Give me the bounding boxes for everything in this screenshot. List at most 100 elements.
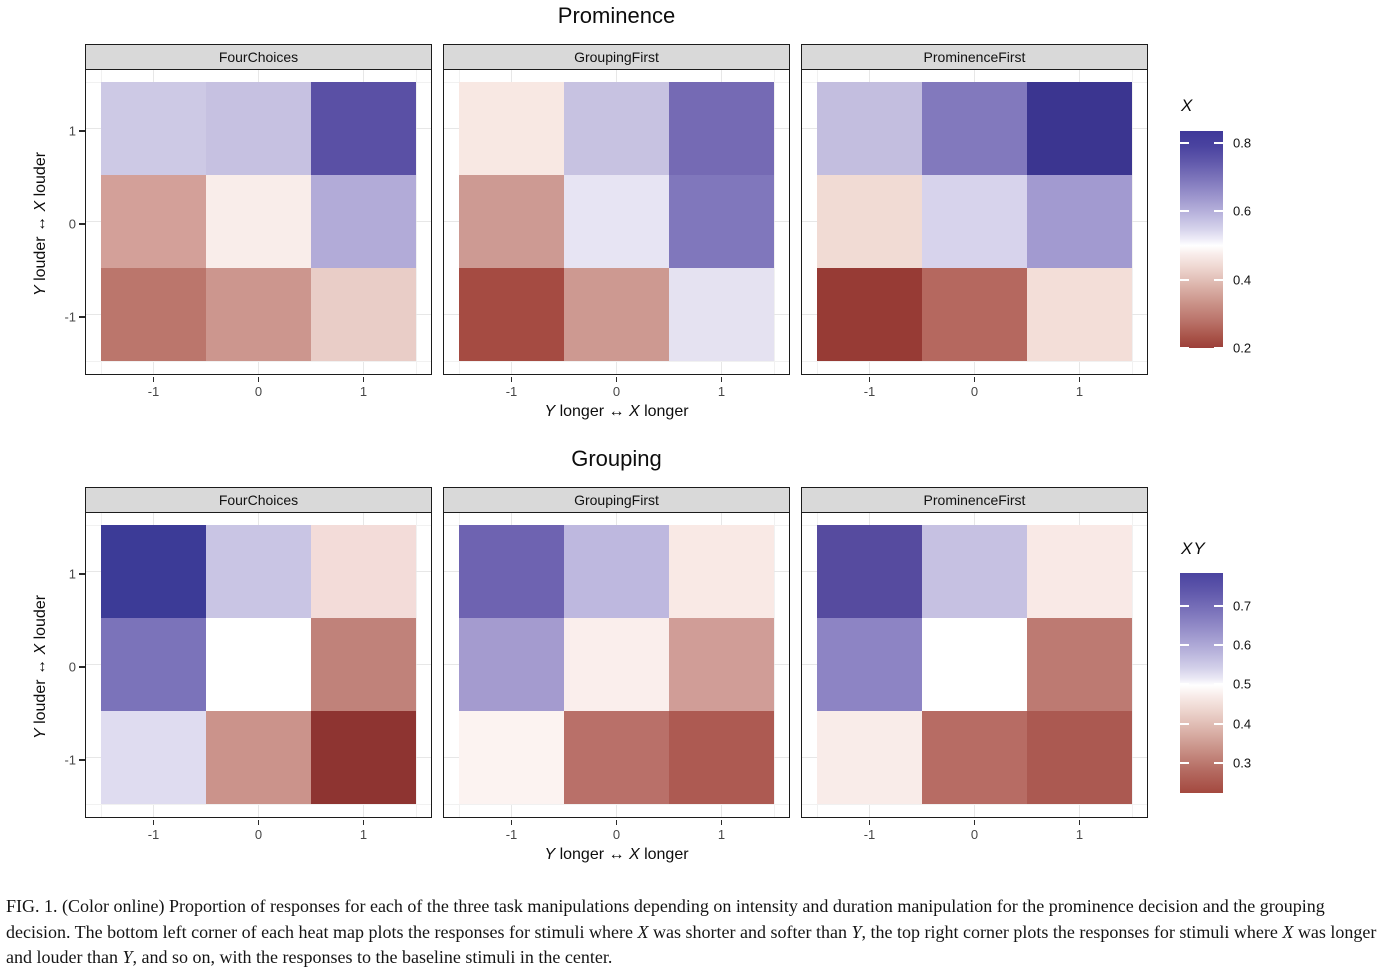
- heatmap-cell-FourChoices-x-1-y1: [100, 524, 206, 618]
- axis-label-text: [32, 212, 49, 216]
- legend-tick-label: 0.4: [1233, 272, 1252, 288]
- axis-label-text: louder: [32, 594, 49, 644]
- heatmap-cell-ProminenceFirst-x-1-y-1: [816, 710, 922, 804]
- heatmap-cell-GroupingFirst-x-1-y0: [458, 617, 564, 711]
- heatmap-cell-ProminenceFirst-x-1-y1: [816, 524, 922, 618]
- gridline-minor: [802, 360, 1147, 362]
- panel-prominencefirst: ProminenceFirst: [801, 487, 1148, 818]
- heatmap-cell-FourChoices-x-1-y-1: [100, 710, 206, 804]
- heatmap-cell-FourChoices-x0-y1: [205, 81, 311, 175]
- heatmap-cell-FourChoices-x1-y-1: [310, 267, 416, 361]
- heatmap-cell-GroupingFirst-x1-y0: [668, 174, 774, 268]
- x-tick-label: 0: [612, 827, 621, 842]
- x-tick-label: 1: [717, 827, 726, 842]
- heatmap-plot: [443, 511, 790, 818]
- facet-strip-label: ProminenceFirst: [923, 492, 1026, 508]
- axis-label-text: louder: [32, 151, 49, 201]
- x-tick-mark: [152, 820, 155, 825]
- legend-tick-mark: [1180, 604, 1189, 607]
- heatmap-cell-FourChoices-x-1-y0: [100, 617, 206, 711]
- legend-tick-mark: [1180, 762, 1189, 765]
- legend-tick-mark: [1214, 644, 1223, 647]
- x-tick-label: 0: [254, 827, 263, 842]
- y-tick-mark: [79, 759, 85, 761]
- panel-fourchoices: FourChoices: [85, 487, 432, 818]
- heatmap-cell-ProminenceFirst-x0-y1: [921, 524, 1027, 618]
- x-tick-mark: [362, 820, 365, 825]
- x-tick-mark: [1078, 820, 1081, 825]
- facet-strip-fourchoices: FourChoices: [85, 487, 432, 513]
- x-tick-label: 1: [1075, 384, 1084, 399]
- legend-tick-label: 0.4: [1233, 716, 1252, 732]
- gridline-minor: [86, 803, 431, 805]
- x-axis-label: Y longer ↔ X longer: [85, 846, 1148, 864]
- x-tick-mark: [615, 820, 618, 825]
- y-tick-label: -1: [64, 752, 76, 768]
- heatmap-cell-ProminenceFirst-x1-y0: [1026, 617, 1132, 711]
- heatmap-cell-GroupingFirst-x1-y-1: [668, 710, 774, 804]
- gridline-minor: [802, 803, 1147, 805]
- x-tick-label: 0: [254, 384, 263, 399]
- heatmap-cell-GroupingFirst-x0-y-1: [563, 710, 669, 804]
- heatmap-cell-FourChoices-x1-y-1: [310, 710, 416, 804]
- legend-tick-mark: [1214, 141, 1223, 144]
- x-axis-label: Y longer ↔ X longer: [85, 403, 1148, 421]
- caption-text: , and so on, with the responses to the b…: [132, 947, 613, 967]
- x-tick-mark: [152, 377, 155, 382]
- heatmap-plot: [801, 511, 1148, 818]
- legend-tick-mark: [1214, 278, 1223, 281]
- heatmap-cell-GroupingFirst-x1-y1: [668, 524, 774, 618]
- x-tick-label: -1: [505, 827, 518, 842]
- heatmap-cell-GroupingFirst-x0-y1: [563, 81, 669, 175]
- x-tick-label: 1: [717, 384, 726, 399]
- heatmap-cell-FourChoices-x1-y0: [310, 617, 416, 711]
- x-tick-mark: [257, 377, 260, 382]
- legend-tick-mark: [1180, 347, 1189, 349]
- figure-title-prominence: Prominence: [557, 3, 676, 28]
- heatmap-cell-GroupingFirst-x-1-y-1: [458, 710, 564, 804]
- x-tick-label: 0: [970, 827, 979, 842]
- x-tick-label: 1: [359, 827, 368, 842]
- y-tick-label: 1: [68, 123, 76, 139]
- facet-strip-label: GroupingFirst: [574, 49, 659, 65]
- heatmap-cell-ProminenceFirst-x-1-y0: [816, 174, 922, 268]
- legend-tick-mark: [1180, 210, 1189, 213]
- facet-strip-prominencefirst: ProminenceFirst: [801, 487, 1148, 513]
- y-tick-mark: [79, 573, 85, 575]
- x-tick-mark: [362, 377, 365, 382]
- heatmap-cell-FourChoices-x0-y1: [205, 524, 311, 618]
- axis-label-text: longer: [555, 846, 609, 863]
- axis-label-text: [32, 655, 49, 659]
- heatmap-cell-ProminenceFirst-x0-y-1: [921, 710, 1027, 804]
- legend-title: XY: [1181, 539, 1206, 558]
- heatmap-cell-GroupingFirst-x0-y0: [563, 174, 669, 268]
- legend-tick-label: 0.6: [1233, 637, 1252, 653]
- heatmap-cell-GroupingFirst-x1-y0: [668, 617, 774, 711]
- facet-strip-label: ProminenceFirst: [923, 49, 1026, 65]
- x-tick-label: -1: [505, 384, 518, 399]
- heatmap-plot: [801, 68, 1148, 375]
- heatmap-cell-FourChoices-x-1-y-1: [100, 267, 206, 361]
- panel-fourchoices: FourChoices: [85, 44, 432, 375]
- legend-colorbar: [1180, 573, 1223, 793]
- x-tick-mark: [615, 377, 618, 382]
- heatmap-cell-FourChoices-x-1-y0: [100, 174, 206, 268]
- heatmap-cell-GroupingFirst-x0-y1: [563, 524, 669, 618]
- axis-label-text: longer: [639, 403, 689, 420]
- heatmap-cell-FourChoices-x0-y0: [205, 617, 311, 711]
- axis-label-variable: X: [32, 200, 49, 212]
- legend-tick-label: 0.7: [1233, 598, 1252, 614]
- legend-tick-mark: [1214, 683, 1223, 686]
- heatmap-cell-ProminenceFirst-x-1-y0: [816, 617, 922, 711]
- y-tick-label: 0: [68, 216, 76, 232]
- caption-text: , the top right corner plots the respons…: [861, 921, 1283, 942]
- x-tick-mark: [257, 820, 260, 825]
- facet-strip-groupingfirst: GroupingFirst: [443, 487, 790, 513]
- legend-tick-mark: [1180, 722, 1189, 725]
- heatmap-cell-ProminenceFirst-x0-y0: [921, 617, 1027, 711]
- x-tick-mark: [720, 377, 723, 382]
- heatmap-plot: [443, 68, 790, 375]
- heatmap-cell-ProminenceFirst-x1-y0: [1026, 174, 1132, 268]
- y-tick-mark: [79, 666, 85, 668]
- legend-tick-mark: [1214, 347, 1223, 349]
